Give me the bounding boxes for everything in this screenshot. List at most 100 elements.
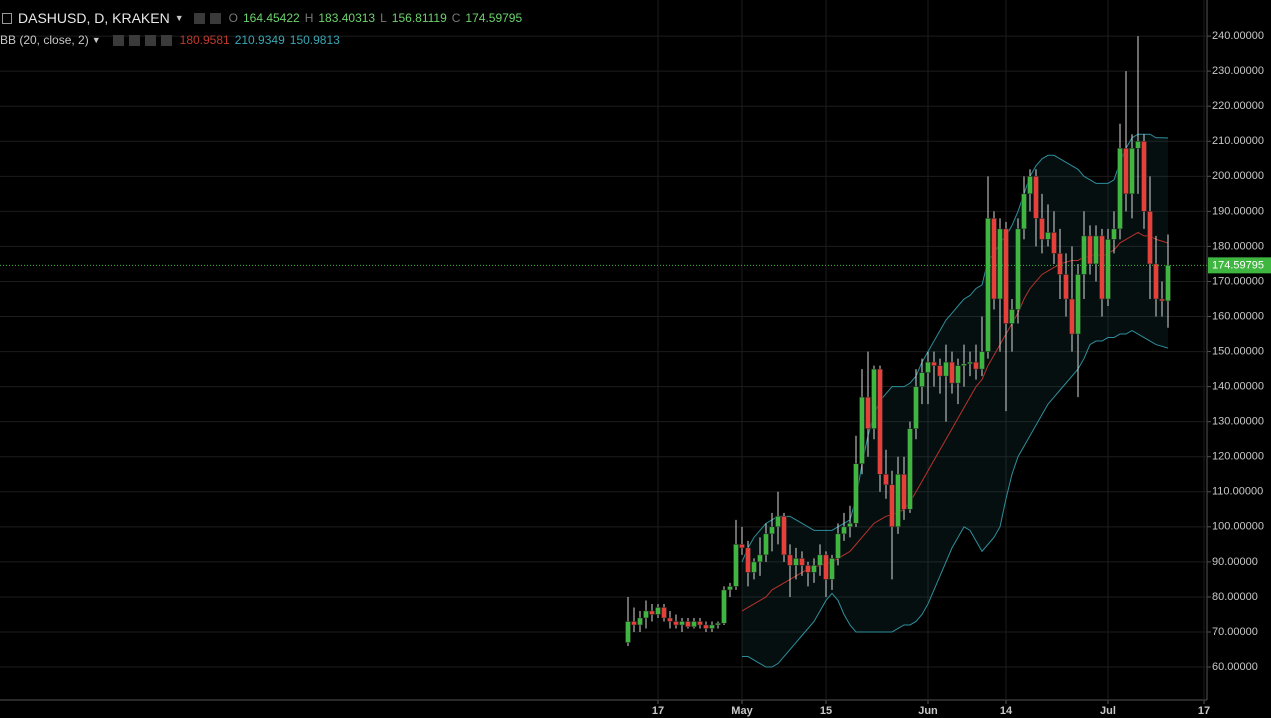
candle-body — [667, 617, 673, 622]
y-tick-label: 150.00000 — [1212, 345, 1264, 357]
settings-icon[interactable] — [193, 12, 205, 24]
candle-body — [1141, 141, 1147, 212]
candle-body — [757, 554, 763, 563]
candle-body — [997, 228, 1003, 300]
y-tick-label: 120.00000 — [1212, 451, 1264, 463]
x-tick-label: 17 — [1198, 705, 1210, 717]
candle-body — [871, 368, 877, 429]
candle-body — [889, 484, 895, 528]
y-tick-label: 130.00000 — [1212, 416, 1264, 428]
candle-body — [1039, 218, 1045, 240]
candle-body — [679, 621, 685, 626]
candle-body — [1099, 235, 1105, 300]
candle-body — [1045, 232, 1051, 240]
candle-body — [835, 533, 841, 559]
candle-body — [943, 361, 949, 377]
dropdown-arrow[interactable]: ▼ — [174, 13, 184, 23]
candle-body — [781, 516, 787, 556]
candle-body — [967, 361, 973, 365]
symbol-title[interactable]: DASHUSD, D, KRAKEN — [18, 10, 170, 26]
symbol-header: DASHUSD, D, KRAKEN ▼ O 164.45422 H 183.403… — [0, 10, 527, 26]
ohlc-label: L — [380, 11, 387, 25]
candle-body — [1123, 148, 1129, 195]
candle-body — [703, 624, 709, 629]
y-tick-label: 160.00000 — [1212, 310, 1264, 322]
collapse-icon[interactable] — [2, 12, 12, 24]
candle-body — [1093, 235, 1099, 265]
candle-body — [1129, 148, 1135, 195]
candle-body — [1009, 309, 1015, 324]
candle-body — [949, 361, 955, 384]
candle-body — [685, 621, 691, 627]
candle-body — [811, 565, 817, 573]
y-tick-label: 140.00000 — [1212, 381, 1264, 393]
ohlc-label: H — [304, 11, 314, 25]
candle-body — [697, 621, 703, 626]
candle-body — [1165, 265, 1171, 302]
candle-body — [1117, 148, 1123, 230]
candle-body — [1051, 232, 1057, 254]
candle-body — [1105, 239, 1111, 300]
indicator-icon[interactable] — [160, 34, 172, 46]
ohlc-value: 164.45422 — [242, 11, 300, 25]
candle-body — [1021, 193, 1027, 230]
indicator-icon[interactable] — [128, 34, 140, 46]
indicator-icon[interactable] — [144, 34, 156, 46]
y-tick-label: 220.00000 — [1212, 100, 1264, 112]
candle-body — [907, 428, 913, 510]
candle-body — [865, 396, 871, 429]
x-tick-label: Jul — [1100, 705, 1116, 717]
candle-body — [847, 523, 853, 528]
format-icon[interactable] — [209, 12, 221, 24]
indicator-value: 150.9813 — [289, 33, 340, 47]
candle-body — [1135, 141, 1141, 149]
y-tick-label: 100.00000 — [1212, 521, 1264, 533]
ohlc-label: O — [228, 11, 238, 25]
indicator-value: 180.9581 — [179, 33, 230, 47]
candle-body — [727, 586, 733, 591]
candle-body — [691, 621, 697, 627]
candle-body — [637, 617, 643, 626]
candle-body — [985, 218, 991, 352]
x-tick-label: 15 — [820, 705, 832, 717]
candle-body — [1081, 235, 1087, 275]
candle-body — [649, 610, 655, 615]
x-tick-label: May — [731, 705, 753, 717]
indicator-name[interactable]: BB (20, close, 2) — [0, 33, 89, 47]
candle-body — [829, 558, 835, 580]
candle-body — [853, 463, 859, 524]
candle-body — [775, 516, 781, 528]
candle-body — [1003, 228, 1009, 324]
candle-body — [937, 365, 943, 377]
candle-body — [1153, 263, 1159, 300]
candle-body — [799, 558, 805, 566]
candle-body — [655, 607, 661, 615]
last-price-label: 174.59795 — [1212, 259, 1264, 271]
candle-body — [745, 547, 751, 573]
ohlc-value: 183.40313 — [318, 11, 376, 25]
indicator-header: BB (20, close, 2) ▼ 180.9581 210.9349 15… — [0, 33, 345, 47]
y-tick-label: 190.00000 — [1212, 205, 1264, 217]
indicator-icon[interactable] — [112, 34, 124, 46]
candle-body — [961, 363, 967, 366]
candle-body — [931, 361, 937, 366]
ohlc-label: C — [451, 11, 461, 25]
candle-body — [715, 622, 721, 626]
y-tick-label: 90.00000 — [1212, 556, 1258, 568]
dropdown-arrow[interactable]: ▼ — [91, 35, 101, 45]
candle-body — [841, 526, 847, 535]
candle-body — [625, 621, 631, 643]
last-price-box — [1208, 257, 1271, 274]
candle-body — [763, 533, 769, 556]
y-tick-label: 60.00000 — [1212, 661, 1258, 673]
band-fill — [742, 134, 1168, 668]
y-tick-label: 210.00000 — [1212, 135, 1264, 147]
candle-body — [1075, 274, 1081, 335]
candle-body — [817, 554, 823, 566]
candle-body — [661, 607, 667, 619]
candle-body — [895, 474, 901, 528]
candle-body — [739, 544, 745, 549]
candle-body — [1159, 298, 1165, 302]
x-tick-label: Jun — [918, 705, 938, 717]
